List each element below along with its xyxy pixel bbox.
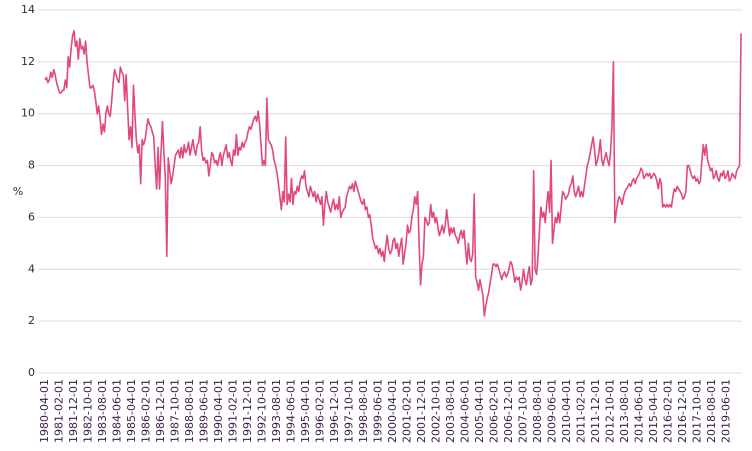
y-tick-label: 4 (28, 262, 35, 275)
x-tick-label: 2019-06-01 (720, 379, 733, 443)
x-tick-label: 2001-12-01 (415, 379, 428, 443)
x-tick-label: 1988-08-01 (183, 379, 196, 443)
x-tick-label: 2016-12-01 (676, 379, 689, 443)
x-tick-label: 1993-08-01 (270, 379, 283, 443)
x-tick-label: 1984-06-01 (111, 379, 124, 443)
x-tick-label: 1986-12-01 (154, 379, 167, 443)
x-tick-label: 2018-08-01 (705, 379, 718, 443)
x-tick-label: 1985-04-01 (125, 379, 138, 443)
x-tick-label: 1997-10-01 (343, 379, 356, 443)
x-tick-label: 1987-10-01 (169, 379, 182, 443)
x-tick-label: 1981-12-01 (67, 379, 80, 443)
x-tick-label: 2011-02-01 (575, 379, 588, 443)
x-tick-label: 2001-02-01 (401, 379, 414, 443)
x-tick-label: 2000-04-01 (386, 379, 399, 443)
x-tick-label: 2004-06-01 (459, 379, 472, 443)
y-tick-label: 12 (21, 55, 35, 68)
x-tick-label: 2008-08-01 (531, 379, 544, 443)
x-tick-label: 1999-06-01 (372, 379, 385, 443)
x-tick-label: 2006-02-01 (488, 379, 501, 443)
x-tick-label: 2015-04-01 (647, 379, 660, 443)
x-tick-label: 2005-04-01 (473, 379, 486, 443)
x-tick-label: 1981-02-01 (53, 379, 66, 443)
x-tick-label: 2003-08-01 (444, 379, 457, 443)
y-tick-label: 2 (28, 314, 35, 327)
x-tick-label: 2007-10-01 (517, 379, 530, 443)
x-tick-label: 1989-06-01 (198, 379, 211, 443)
x-tick-label: 1982-10-01 (82, 379, 95, 443)
x-tick-label: 2014-06-01 (633, 379, 646, 443)
x-tick-label: 1990-04-01 (212, 379, 225, 443)
x-tick-label: 2017-10-01 (691, 379, 704, 443)
x-tick-label: 1991-02-01 (227, 379, 240, 443)
x-tick-label: 2012-10-01 (604, 379, 617, 443)
x-tick-label: 1995-04-01 (299, 379, 312, 443)
x-tick-label: 2011-12-01 (589, 379, 602, 443)
y-axis-label: % (13, 185, 23, 198)
x-tick-label: 1998-08-01 (357, 379, 370, 443)
x-tick-label: 2010-04-01 (560, 379, 573, 443)
y-tick-label: 0 (28, 366, 35, 379)
y-tick-label: 10 (21, 107, 35, 120)
x-tick-label: 1986-02-01 (140, 379, 153, 443)
x-tick-label: 1996-12-01 (328, 379, 341, 443)
x-tick-label: 1994-06-01 (285, 379, 298, 443)
x-tick-label: 1983-08-01 (96, 379, 109, 443)
y-tick-label: 14 (21, 3, 35, 16)
x-tick-label: 2016-02-01 (662, 379, 675, 443)
x-tick-label: 2013-08-01 (618, 379, 631, 443)
y-tick-label: 8 (28, 159, 35, 172)
x-tick-label: 1996-02-01 (314, 379, 327, 443)
x-tick-label: 1980-04-01 (38, 379, 51, 443)
x-tick-label: 2009-06-01 (546, 379, 559, 443)
x-tick-label: 1991-12-01 (241, 379, 254, 443)
x-tick-label: 2002-10-01 (430, 379, 443, 443)
y-tick-label: 6 (28, 210, 35, 223)
x-tick-label: 1992-10-01 (256, 379, 269, 443)
x-tick-label: 2006-12-01 (502, 379, 515, 443)
data-line (44, 29, 742, 317)
